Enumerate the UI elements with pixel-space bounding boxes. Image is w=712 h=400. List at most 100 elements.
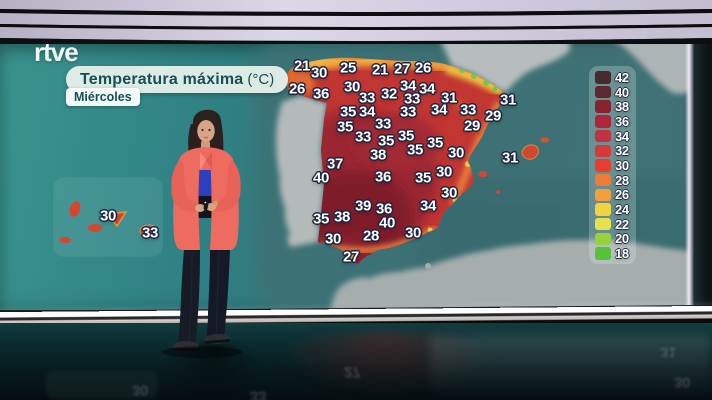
temp-label: 29 [484,107,502,125]
temp-label: 26 [288,80,306,98]
legend-row: 20 [595,231,636,247]
temp-label: 36 [375,200,393,218]
reflected-temp-label: 30 [673,373,691,391]
legend-value: 38 [615,99,629,115]
temp-label: 30 [440,184,458,202]
temp-label: 33 [374,115,392,133]
legend-color-swatch [595,217,611,231]
reflected-temp-label: 33 [249,387,267,400]
temp-label: 29 [463,117,481,135]
floor-reflection-presenter [168,343,260,399]
portugal-landmass [276,95,327,247]
legend-color-swatch [595,129,611,143]
temp-label: 34 [430,101,448,119]
canary-islands-map [59,201,159,243]
temp-label: 31 [440,89,458,107]
legend-row: 32 [595,143,636,158]
legend-color-swatch [595,71,611,84]
temp-label: 35 [312,210,330,228]
land-top-right [612,40,694,94]
temp-label: 33 [403,90,421,108]
legend-row: 38 [595,99,636,114]
temp-label: 32 [380,85,398,103]
temp-label: 35 [397,127,415,145]
legend-value: 30 [615,157,629,173]
weather-presenter [162,109,242,358]
reflected-temp-label: 27 [343,363,361,381]
temp-label: 35 [336,118,354,136]
temp-label: 33 [459,101,477,119]
temp-label: 31 [499,91,517,109]
screen-metal-edge [685,40,694,312]
temp-label: 28 [362,227,380,245]
legend-color-swatch [595,247,611,260]
legend-row: 18 [595,246,636,261]
legend-row: 26 [595,187,636,203]
studio-ceiling-beam [0,0,712,44]
day-badge: Miércoles [66,88,140,106]
temp-label: 34 [399,77,417,95]
temp-label: 33 [358,89,376,107]
temp-label: 40 [312,169,330,187]
legend-color-swatch [595,85,611,99]
legend-value: 34 [615,128,629,144]
temp-label: 33 [354,128,372,146]
legend-color-swatch [595,115,611,128]
legend-row: 34 [595,129,636,144]
legend-row: 24 [595,202,636,217]
video-wall-screen: rtve Temperatura máxima (°C) Miércoles 2… [0,37,694,310]
legend-color-swatch [595,159,611,172]
legend-value: 18 [615,246,629,262]
legend-color-swatch [595,188,611,202]
canary-islands-inset: 30 33 [54,178,162,256]
legend-value: 20 [615,231,629,247]
reflected-temp-label: 31 [659,343,677,361]
legend-value: 28 [615,172,629,188]
legend-row: 22 [595,217,636,232]
temp-label: 30 [324,230,342,248]
floor-reflection-map [268,331,503,397]
temp-label: 34 [418,80,436,98]
temp-label: 35 [426,134,444,152]
temp-label: 30 [447,144,465,162]
temp-label: 35 [377,132,395,150]
studio-floor: 30 33 27 31 30 [0,323,712,400]
temp-label: 26 [414,59,432,77]
legend-color-swatch [595,100,611,113]
france-landmass [440,40,571,93]
legend-value: 42 [615,69,629,85]
temp-label: 36 [312,85,330,103]
tangier-point [425,263,431,269]
temp-label: 30 [343,78,361,96]
temp-label: 33 [399,103,417,121]
temp-label: 21 [371,61,389,79]
studio-right-dark [694,40,712,312]
balearic-islands [478,137,550,194]
canary-temp-label: 30 [99,207,117,225]
temp-label: 27 [342,248,360,266]
page-title: Temperatura máxima [80,70,244,88]
floor-reflection-inset [46,371,158,399]
temp-label: 39 [354,197,372,215]
temp-label: 37 [326,155,344,173]
legend-value: 26 [615,187,629,203]
canary-temp-label: 33 [141,224,159,242]
temp-label: 35 [414,169,432,187]
temp-label: 21 [293,57,311,75]
temperature-legend: 42 40 38 36 34 32 30 28 26 24 22 20 18 [589,66,636,264]
legend-row: 40 [595,85,636,100]
temp-label: 36 [374,168,392,186]
temp-label: 30 [435,163,453,181]
legend-color-swatch [595,144,611,158]
legend-value: 40 [615,84,629,100]
temp-label: 31 [501,149,519,167]
temp-label: 35 [406,141,424,159]
temp-label: 25 [339,59,357,77]
temp-label: 34 [419,197,437,215]
temp-label: 34 [358,103,376,121]
temp-label: 38 [333,208,351,226]
temp-label: 27 [393,60,411,78]
legend-row: 30 [595,158,636,173]
legend-row: 28 [595,173,636,188]
